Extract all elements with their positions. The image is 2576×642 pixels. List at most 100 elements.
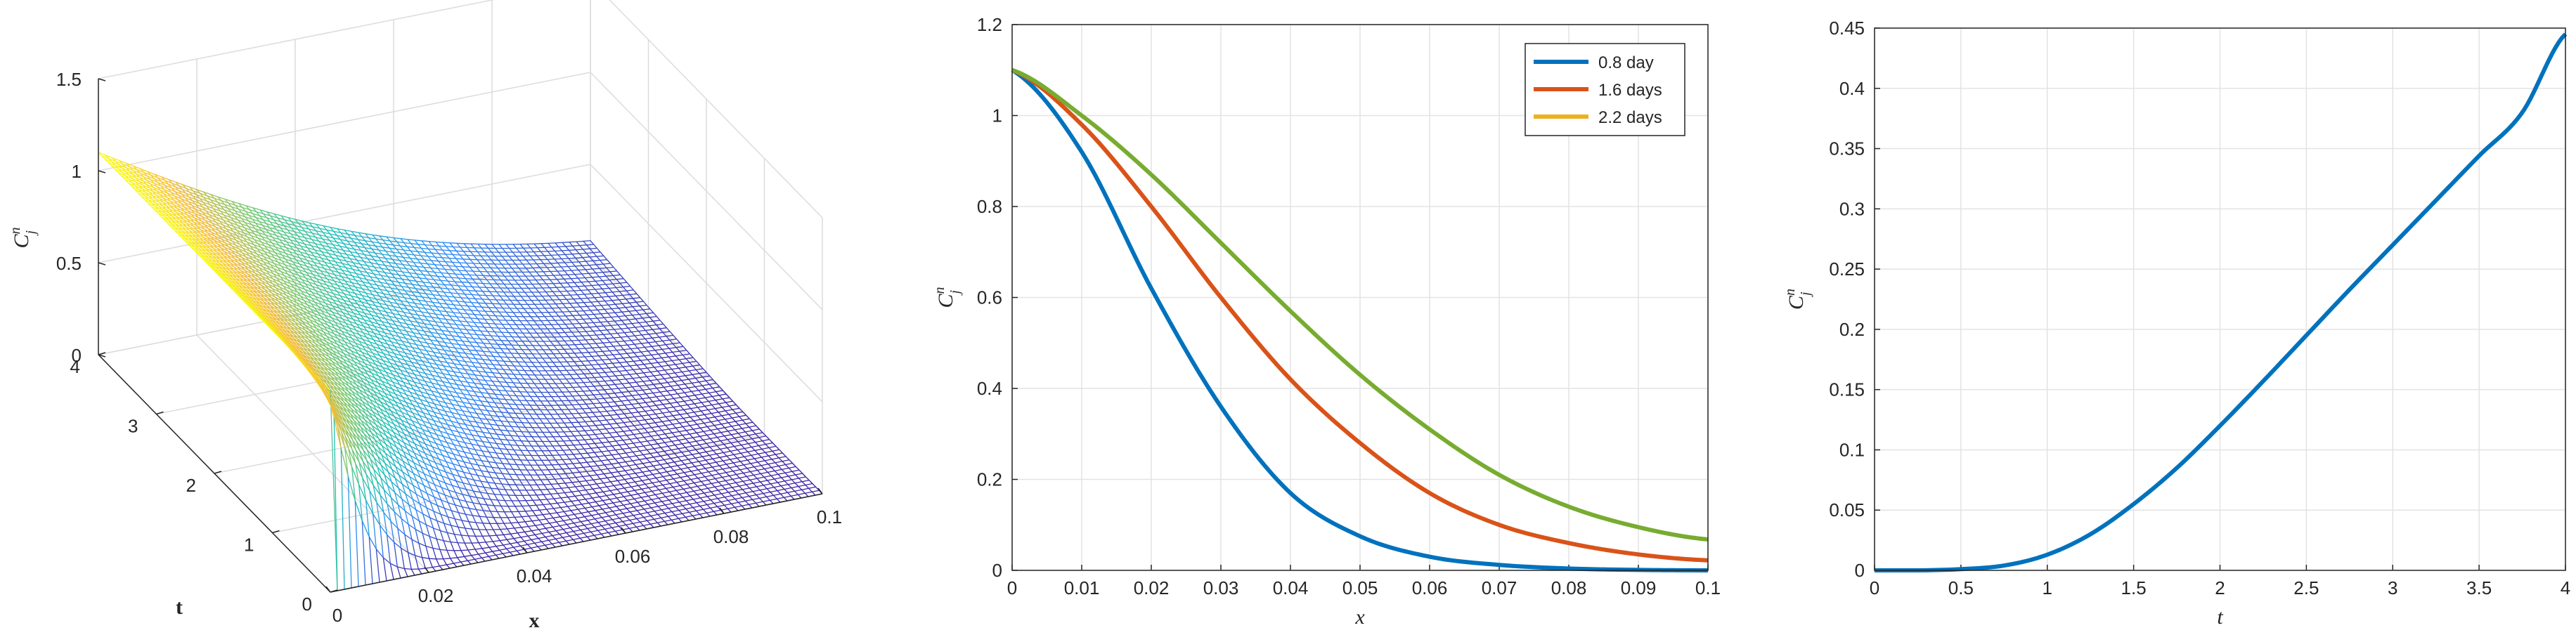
surface-line	[309, 228, 316, 232]
surface-line	[370, 334, 377, 339]
surface-line	[481, 546, 489, 549]
surface-line	[674, 379, 682, 382]
surface-line	[555, 242, 563, 244]
surface-line	[669, 339, 677, 341]
surface-line	[588, 272, 596, 274]
surface-line	[438, 325, 446, 328]
surface-line	[360, 376, 368, 382]
surface-line	[749, 478, 758, 480]
surface-line	[341, 381, 349, 387]
surface-line	[393, 237, 401, 240]
surface-line	[387, 290, 394, 293]
surface-line	[408, 552, 415, 556]
surface-line	[737, 447, 745, 451]
surface-line	[631, 402, 639, 405]
surface-line	[285, 258, 293, 262]
surface-line	[692, 444, 700, 447]
surface-line	[227, 207, 235, 211]
surface-line	[669, 490, 677, 492]
surface-line	[737, 456, 744, 459]
surface-line	[373, 280, 381, 283]
surface-line	[480, 338, 488, 340]
surface-line	[427, 342, 434, 346]
surface-line	[713, 432, 721, 435]
surface-line	[574, 282, 582, 283]
surface-line	[298, 223, 306, 226]
surface-line	[462, 402, 470, 405]
surface-line	[334, 274, 342, 277]
surface-line	[372, 294, 380, 297]
surface-line	[745, 421, 753, 424]
surface-line	[444, 284, 451, 286]
surface-line	[427, 335, 435, 338]
surface-line	[237, 270, 245, 275]
surface-line	[371, 314, 379, 317]
surface-line	[470, 463, 479, 466]
surface-line	[339, 245, 347, 249]
surface-line	[382, 374, 390, 378]
surface-line	[385, 258, 393, 260]
surface-line	[388, 269, 396, 272]
surface-line	[772, 449, 779, 452]
surface-line	[580, 377, 588, 379]
surface-line	[383, 414, 391, 419]
surface-line	[439, 376, 447, 379]
surface-line	[720, 439, 728, 442]
surface-line	[418, 244, 425, 246]
surface-line	[434, 336, 442, 339]
surface-line	[477, 334, 484, 336]
surface-line	[212, 227, 219, 231]
surface-line	[761, 447, 770, 450]
surface-line	[405, 282, 413, 285]
surface-line	[377, 466, 385, 476]
surface-line	[488, 554, 496, 557]
surface-line	[659, 479, 667, 483]
surface-line	[642, 388, 650, 391]
surface-line	[685, 454, 692, 457]
surface-line	[484, 334, 491, 336]
surface-line	[727, 498, 736, 502]
surface-line	[747, 450, 756, 452]
surface-line	[317, 311, 325, 315]
surface-line	[391, 469, 400, 476]
surface-line	[388, 261, 396, 264]
surface-line	[565, 323, 573, 325]
surface-line	[451, 421, 459, 424]
surface-line	[729, 473, 737, 477]
surface-line	[645, 473, 653, 476]
surface-line	[372, 241, 380, 244]
surface-line	[301, 284, 309, 289]
surface-line	[264, 245, 272, 249]
surface-line	[439, 458, 446, 462]
surface-line	[162, 202, 171, 206]
surface-line	[347, 476, 356, 501]
surface-line	[618, 470, 626, 473]
surface-line	[395, 393, 403, 398]
surface-line	[357, 246, 365, 249]
surface-line	[196, 194, 204, 198]
surface-line	[665, 360, 673, 362]
surface-line	[704, 491, 711, 494]
surface-line	[401, 340, 410, 343]
surface-line	[311, 348, 319, 353]
surface-line	[559, 454, 567, 456]
surface-line	[408, 357, 416, 360]
surface-line	[472, 425, 480, 428]
surface-line	[651, 506, 659, 509]
surface-line	[235, 240, 244, 244]
surface-line	[332, 311, 339, 315]
surface-line	[742, 504, 749, 506]
surface-line	[348, 284, 356, 288]
surface-line	[373, 398, 381, 402]
surface-line	[408, 407, 417, 411]
surface-line	[132, 178, 140, 183]
surface-line	[295, 218, 303, 222]
surface-line	[612, 509, 620, 512]
surface-line	[590, 247, 597, 249]
surface-line	[266, 260, 275, 264]
surface-line	[339, 400, 348, 409]
surface-line	[332, 237, 341, 240]
surface-line	[394, 492, 403, 499]
surface-line	[283, 231, 291, 235]
surface-line	[427, 263, 435, 266]
